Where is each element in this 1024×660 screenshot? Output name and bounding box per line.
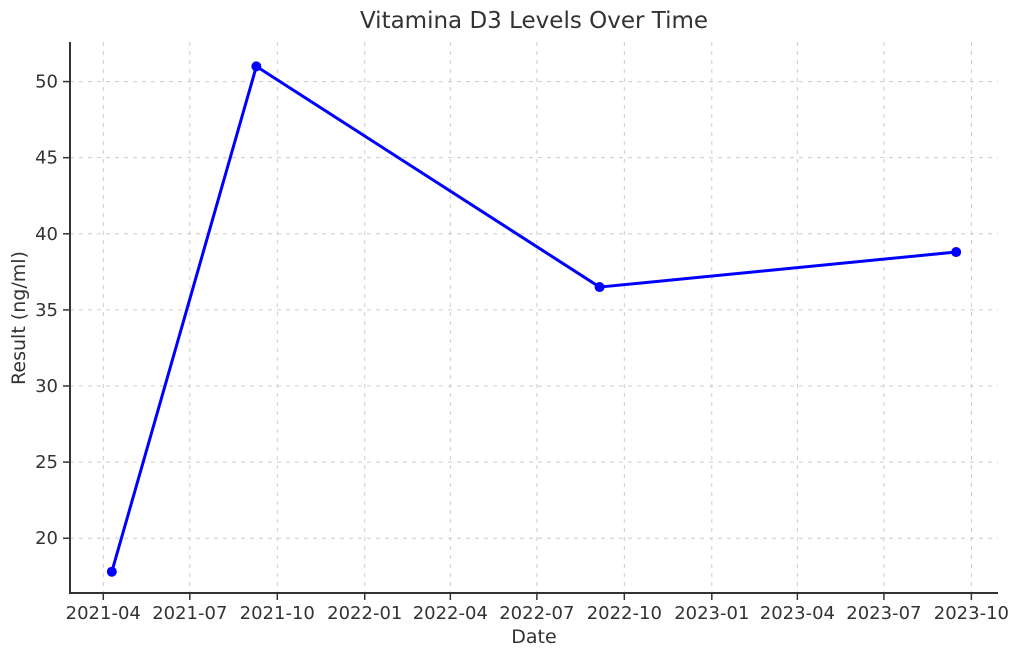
x-tick-label: 2022-04	[413, 603, 488, 624]
x-tick-label: 2023-04	[760, 603, 835, 624]
x-axis-label: Date	[511, 626, 557, 648]
x-tick-label: 2022-07	[499, 603, 574, 624]
y-tick-label: 20	[35, 528, 58, 549]
x-tick-label: 2023-07	[846, 603, 921, 624]
y-axis-label-wrap: Result (ng/ml)	[4, 42, 34, 593]
data-line	[110, 64, 958, 574]
data-point	[251, 61, 262, 72]
data-point	[951, 247, 962, 258]
x-tick-label: 2023-01	[674, 603, 749, 624]
y-tick-label: 35	[35, 300, 58, 321]
x-tick-label: 2021-10	[240, 603, 315, 624]
chart-title: Vitamina D3 Levels Over Time	[359, 8, 709, 34]
x-tick-label: 2022-01	[327, 603, 402, 624]
y-tick-label: 50	[35, 72, 58, 93]
y-tick-label: 40	[35, 224, 58, 245]
x-tick-label: 2021-04	[66, 603, 141, 624]
x-tick-label: 2022-10	[587, 603, 662, 624]
y-axis-label: Result (ng/ml)	[8, 250, 30, 385]
x-tick-label: 2023-10	[934, 603, 1009, 624]
data-point	[594, 282, 605, 293]
x-tick-label: 2021-07	[152, 603, 227, 624]
y-tick-label: 30	[35, 376, 58, 397]
y-tick-label: 45	[35, 148, 58, 169]
y-tick-label: 25	[35, 452, 58, 473]
data-point	[106, 566, 117, 577]
